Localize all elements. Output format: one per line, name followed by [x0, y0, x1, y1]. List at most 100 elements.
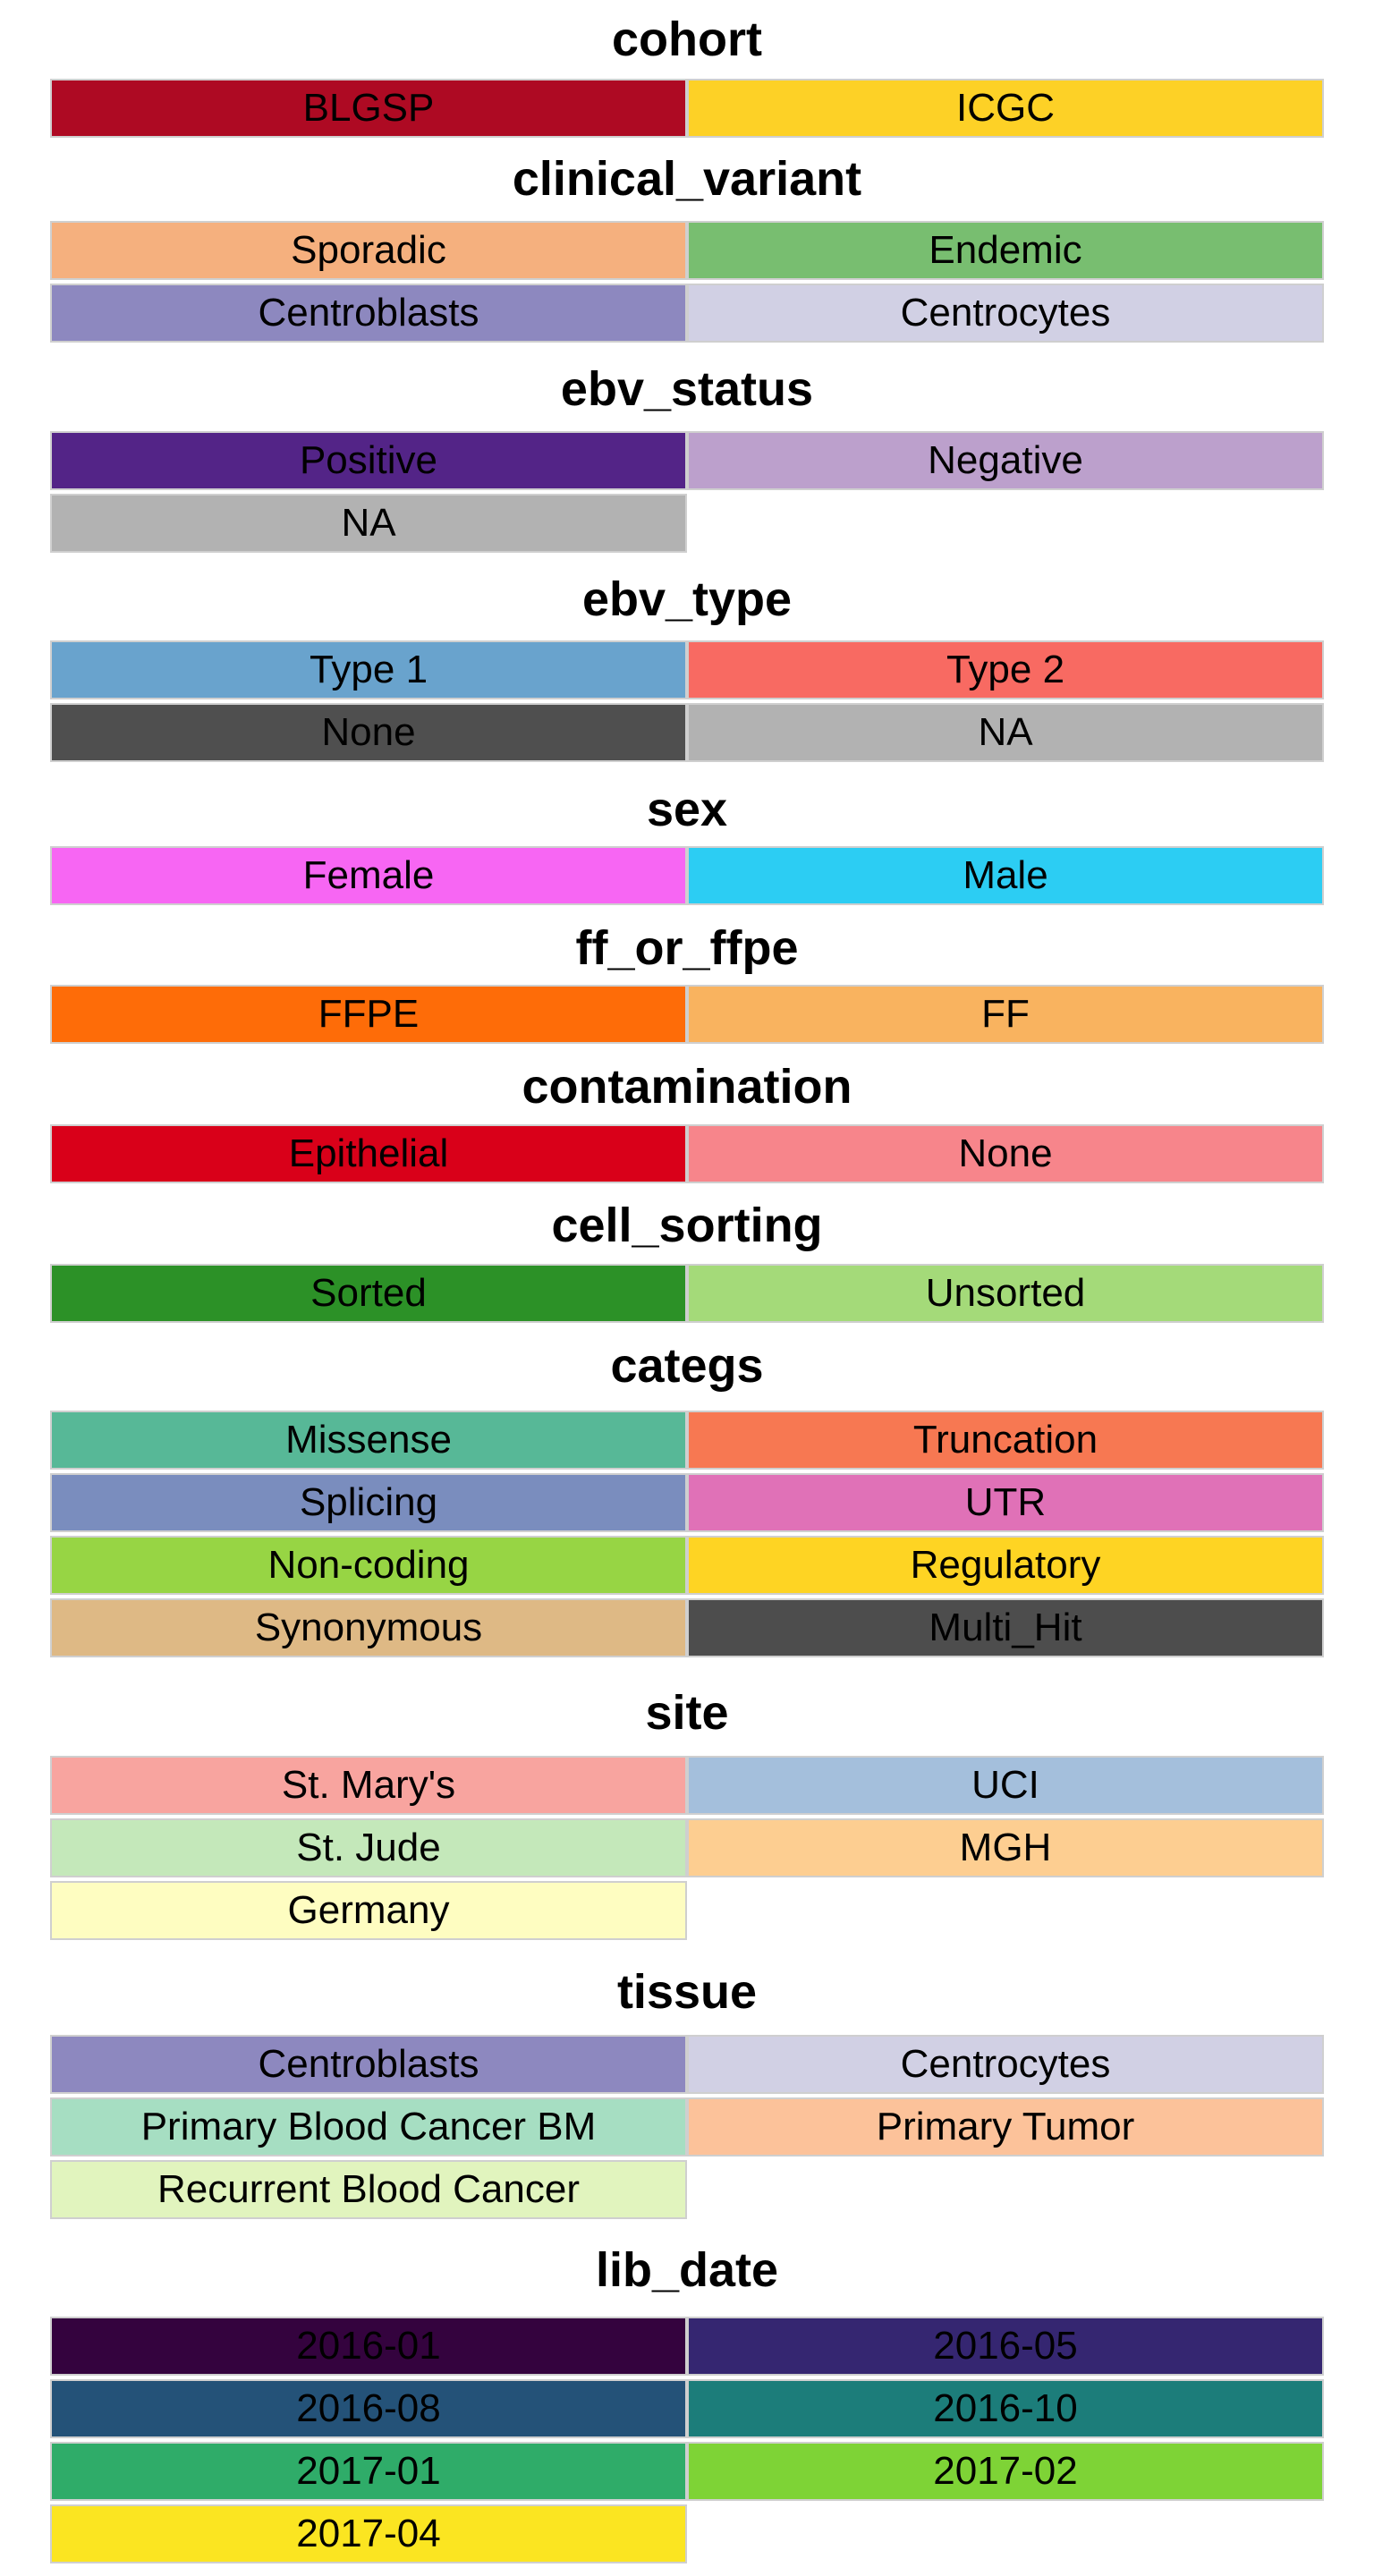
legend-swatch: Centroblasts — [50, 284, 687, 343]
group-title-ebv-status: ebv_status — [560, 362, 814, 416]
legend-label: ICGC — [956, 86, 1055, 130]
legend-swatch: None — [687, 1124, 1324, 1183]
legend-label: Recurrent Blood Cancer — [157, 2167, 580, 2211]
legend-swatch: Splicing — [50, 1473, 687, 1532]
legend-label: NA — [341, 501, 396, 545]
legend-label: 2016-10 — [933, 2386, 1078, 2430]
legend-swatch: 2016-10 — [687, 2379, 1324, 2438]
legend-swatch: MGH — [687, 1818, 1324, 1877]
legend-swatch: Missense — [50, 1411, 687, 1470]
legend-swatch: St. Jude — [50, 1818, 687, 1877]
legend-swatch: Primary Tumor — [687, 2097, 1324, 2157]
legend-swatch: Type 1 — [50, 640, 687, 699]
legend-label: Unsorted — [925, 1271, 1086, 1315]
legend-label: Centroblasts — [258, 291, 479, 335]
legend-swatch: Regulatory — [687, 1536, 1324, 1595]
legend-label: NA — [978, 710, 1033, 754]
legend-swatch: Epithelial — [50, 1124, 687, 1183]
legend-label: Sporadic — [291, 228, 446, 272]
group-title-tissue: tissue — [616, 1965, 758, 2019]
legend-label: Positive — [299, 438, 438, 482]
legend-label: None — [321, 710, 416, 754]
legend-swatch: Synonymous — [50, 1598, 687, 1657]
legend-swatch: Centroblasts — [50, 2035, 687, 2094]
legend-label: Splicing — [299, 1480, 438, 1524]
legend-label: Male — [963, 853, 1048, 897]
legend-label: Non-coding — [267, 1543, 470, 1587]
legend-label: FFPE — [318, 992, 420, 1036]
legend-swatch: Germany — [50, 1881, 687, 1940]
legend-label: St. Jude — [296, 1826, 441, 1869]
legend-label: Type 2 — [946, 648, 1065, 691]
legend-label: 2016-05 — [933, 2324, 1078, 2368]
legend-label: Multi_Hit — [929, 1606, 1082, 1649]
legend-label: Negative — [928, 438, 1083, 482]
legend-swatch: 2016-08 — [50, 2379, 687, 2438]
legend-label: 2016-08 — [296, 2386, 441, 2430]
legend-swatch: Sporadic — [50, 221, 687, 280]
legend-label: Germany — [287, 1888, 450, 1932]
legend-label: Type 1 — [309, 648, 428, 691]
legend-swatch: 2017-04 — [50, 2504, 687, 2563]
legend-label: 2017-01 — [296, 2449, 441, 2493]
group-title-clinical-variant: clinical_variant — [512, 152, 862, 206]
group-title-ebv-type: ebv_type — [581, 572, 793, 626]
group-title-cell-sorting: cell_sorting — [551, 1199, 823, 1252]
legend-label: Centroblasts — [258, 2042, 479, 2086]
legend-swatch: 2017-02 — [687, 2442, 1324, 2501]
legend-label: 2016-01 — [296, 2324, 441, 2368]
group-title-cohort: cohort — [612, 13, 762, 66]
legend-swatch: Female — [50, 846, 687, 905]
legend-swatch: Centrocytes — [687, 2035, 1324, 2094]
legend-swatch: Unsorted — [687, 1264, 1324, 1323]
legend-swatch: Endemic — [687, 221, 1324, 280]
legend-label: Primary Tumor — [876, 2105, 1135, 2148]
legend-swatch: Male — [687, 846, 1324, 905]
legend-label: Primary Blood Cancer BM — [140, 2105, 597, 2148]
legend-swatch: NA — [687, 703, 1324, 762]
legend-label: BLGSP — [302, 86, 435, 130]
legend-swatch: 2016-05 — [687, 2317, 1324, 2376]
legend-swatch: Sorted — [50, 1264, 687, 1323]
legend-swatch: 2017-01 — [50, 2442, 687, 2501]
legend-swatch: Primary Blood Cancer BM — [50, 2097, 687, 2157]
legend-swatch: 2016-01 — [50, 2317, 687, 2376]
legend-swatch: Truncation — [687, 1411, 1324, 1470]
legend-swatch: Positive — [50, 431, 687, 490]
group-title-categs: categs — [610, 1339, 764, 1393]
legend-swatch: ICGC — [687, 79, 1324, 138]
legend-swatch: Centrocytes — [687, 284, 1324, 343]
legend-label: Centrocytes — [900, 291, 1111, 335]
legend-swatch: Multi_Hit — [687, 1598, 1324, 1657]
legend-label: MGH — [959, 1826, 1052, 1869]
legend-swatch: St. Mary's — [50, 1756, 687, 1815]
legend-swatch: Negative — [687, 431, 1324, 490]
legend-label: 2017-04 — [296, 2512, 441, 2555]
group-title-sex: sex — [646, 783, 728, 836]
legend-label: Sorted — [310, 1271, 427, 1315]
legend-label: Missense — [285, 1418, 452, 1462]
legend-label: Epithelial — [288, 1131, 449, 1175]
legend-label: Synonymous — [254, 1606, 483, 1649]
legend-label: None — [958, 1131, 1053, 1175]
group-title-site: site — [645, 1686, 729, 1740]
legend-label: UCI — [971, 1763, 1039, 1807]
legend-swatch: FF — [687, 985, 1324, 1044]
legend-swatch: Non-coding — [50, 1536, 687, 1595]
legend-label: 2017-02 — [933, 2449, 1078, 2493]
legend-label: UTR — [964, 1480, 1047, 1524]
group-title-lib-date: lib_date — [595, 2243, 779, 2297]
legend-swatch: Recurrent Blood Cancer — [50, 2160, 687, 2219]
legend-label: FF — [981, 992, 1030, 1036]
legend-label: Truncation — [912, 1418, 1098, 1462]
legend-label: St. Mary's — [281, 1763, 456, 1807]
legend-swatch: BLGSP — [50, 79, 687, 138]
legend-label: Endemic — [929, 228, 1082, 272]
legend-swatch: None — [50, 703, 687, 762]
legend-swatch: UCI — [687, 1756, 1324, 1815]
legend-swatch: UTR — [687, 1473, 1324, 1532]
group-title-contamination: contamination — [522, 1060, 852, 1114]
legend-label: Female — [302, 853, 435, 897]
legend-label: Regulatory — [910, 1543, 1101, 1587]
